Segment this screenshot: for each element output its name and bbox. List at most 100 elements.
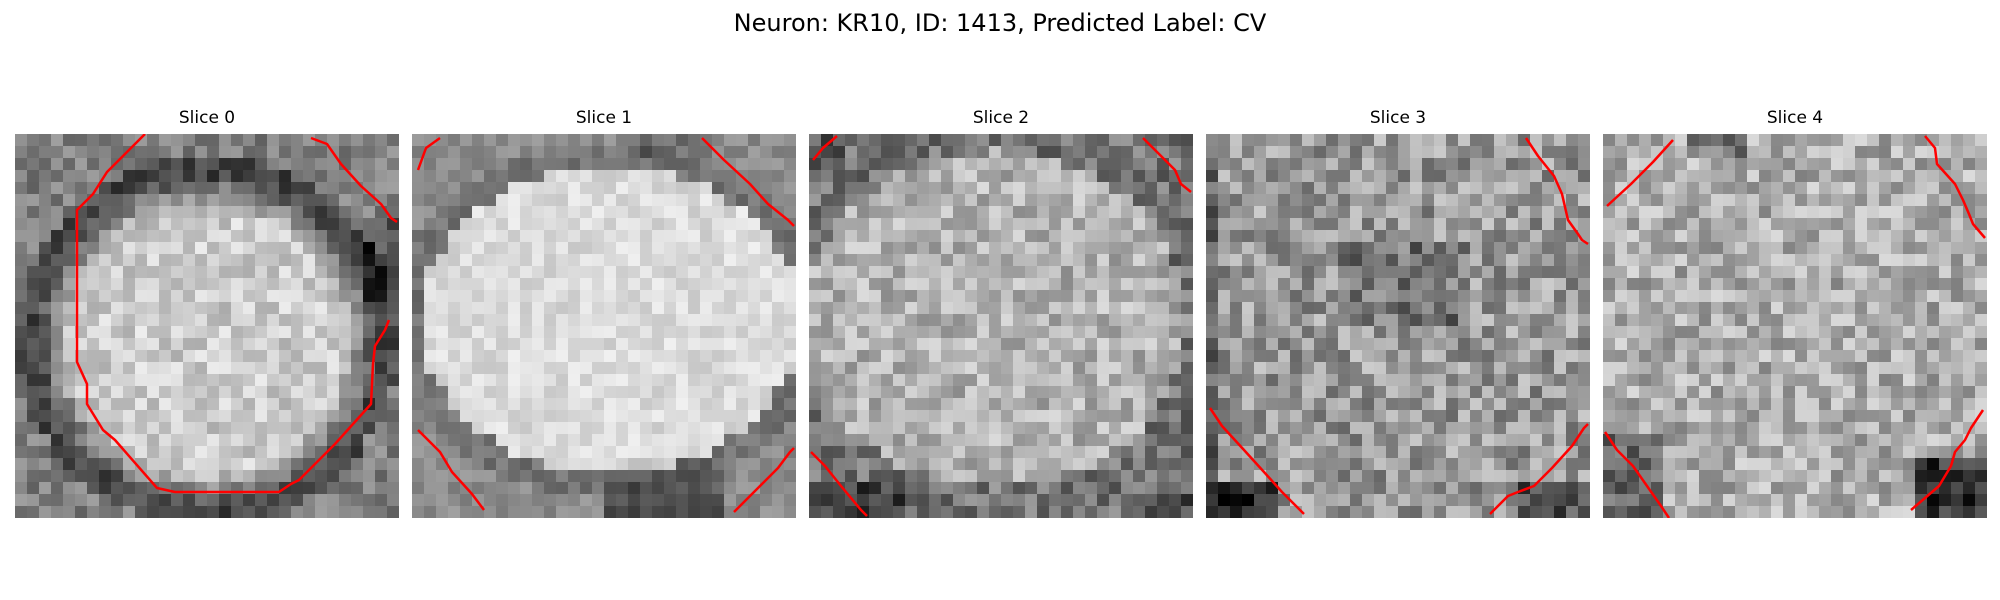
pixel-cell [809,506,822,518]
pixel-cell [1963,410,1976,423]
pixel-cell [1410,170,1423,183]
pixel-cell [1735,434,1748,447]
pixel-cell [1879,362,1892,375]
pixel-cell [1073,446,1086,459]
pixel-cell [724,254,737,267]
pixel-cell [267,350,280,363]
pixel-cell [1025,290,1038,303]
pixel-cell [857,158,870,171]
pixel-cell [159,386,172,399]
pixel-cell [568,278,581,291]
pixel-cell [1037,218,1050,231]
pixel-cell [1566,422,1579,435]
pixel-cell [1350,230,1363,243]
pixel-cell [1975,158,1987,171]
pixel-cell [1097,134,1110,147]
pixel-cell [845,254,858,267]
pixel-cell [1747,434,1760,447]
pixel-cell [1615,218,1628,231]
pixel-cell [1206,386,1219,399]
pixel-cell [1975,230,1987,243]
pixel-cell [39,386,52,399]
pixel-cell [833,374,846,387]
pixel-cell [544,374,557,387]
pixel-cell [255,230,268,243]
pixel-cell [640,290,653,303]
pixel-cell [1699,266,1712,279]
pixel-cell [857,170,870,183]
pixel-cell [1651,158,1664,171]
pixel-cell [616,278,629,291]
pixel-cell [1915,254,1928,267]
pixel-cell [1807,446,1820,459]
pixel-cell [1518,506,1531,518]
pixel-cell [1218,506,1231,518]
pixel-cell [412,410,425,423]
pixel-cell [1218,314,1231,327]
pixel-cell [688,422,701,435]
pixel-cell [845,290,858,303]
pixel-cell [1747,302,1760,315]
pixel-cell [1458,266,1471,279]
pixel-cell [1891,290,1904,303]
pixel-cell [51,506,64,518]
pixel-cell [123,146,136,159]
pixel-cell [279,254,292,267]
pixel-cell [291,506,304,518]
pixel-cell [436,302,449,315]
pixel-cell [1542,266,1555,279]
pixel-cell [917,278,930,291]
pixel-cell [664,302,677,315]
pixel-cell [63,398,76,411]
pixel-cell [1169,182,1182,195]
pixel-cell [1458,362,1471,375]
pixel-cell [1975,206,1987,219]
pixel-cell [195,458,208,471]
pixel-cell [448,422,461,435]
pixel-cell [39,182,52,195]
pixel-cell [712,290,725,303]
pixel-cell [1145,422,1158,435]
pixel-cell [51,242,64,255]
pixel-cell [1302,266,1315,279]
pixel-cell [941,398,954,411]
pixel-cell [556,230,569,243]
pixel-cell [1554,314,1567,327]
pixel-cell [1410,134,1423,147]
pixel-cell [315,494,328,507]
pixel-cell [893,458,906,471]
pixel-cell [291,278,304,291]
pixel-cell [231,266,244,279]
pixel-cell [1783,410,1796,423]
pixel-cell [1410,470,1423,483]
pixel-cell [171,398,184,411]
pixel-cell [219,470,232,483]
pixel-cell [363,134,376,147]
pixel-cell [953,338,966,351]
pixel-cell [1242,134,1255,147]
contour-line [416,136,441,171]
pixel-cell [881,470,894,483]
pixel-cell [448,266,461,279]
pixel-cell [1157,350,1170,363]
pixel-cell [869,254,882,267]
pixel-cell [568,458,581,471]
pixel-cell [1169,470,1182,483]
pixel-cell [712,398,725,411]
pixel-cell [63,302,76,315]
pixel-cell [748,398,761,411]
pixel-cell [135,374,148,387]
pixel-cell [1843,302,1856,315]
pixel-cell [1302,290,1315,303]
pixel-cell [1879,326,1892,339]
pixel-cell [688,446,701,459]
pixel-cell [1783,302,1796,315]
pixel-cell [1663,350,1676,363]
pixel-cell [941,218,954,231]
pixel-cell [1145,158,1158,171]
pixel-cell [484,398,497,411]
pixel-cell [1422,410,1435,423]
pixel-cell [1133,182,1146,195]
pixel-cell [375,374,388,387]
pixel-cell [1434,302,1447,315]
